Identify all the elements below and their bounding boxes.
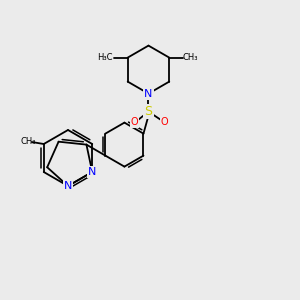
Text: CH₃: CH₃ xyxy=(20,137,35,146)
Text: S: S xyxy=(145,105,152,118)
Text: H₃C: H₃C xyxy=(97,53,112,62)
Text: O: O xyxy=(131,117,138,127)
Text: N: N xyxy=(64,181,72,191)
Text: CH₃: CH₃ xyxy=(182,53,198,62)
Text: O: O xyxy=(161,117,168,127)
Text: N: N xyxy=(144,88,153,99)
Text: N: N xyxy=(88,167,96,177)
